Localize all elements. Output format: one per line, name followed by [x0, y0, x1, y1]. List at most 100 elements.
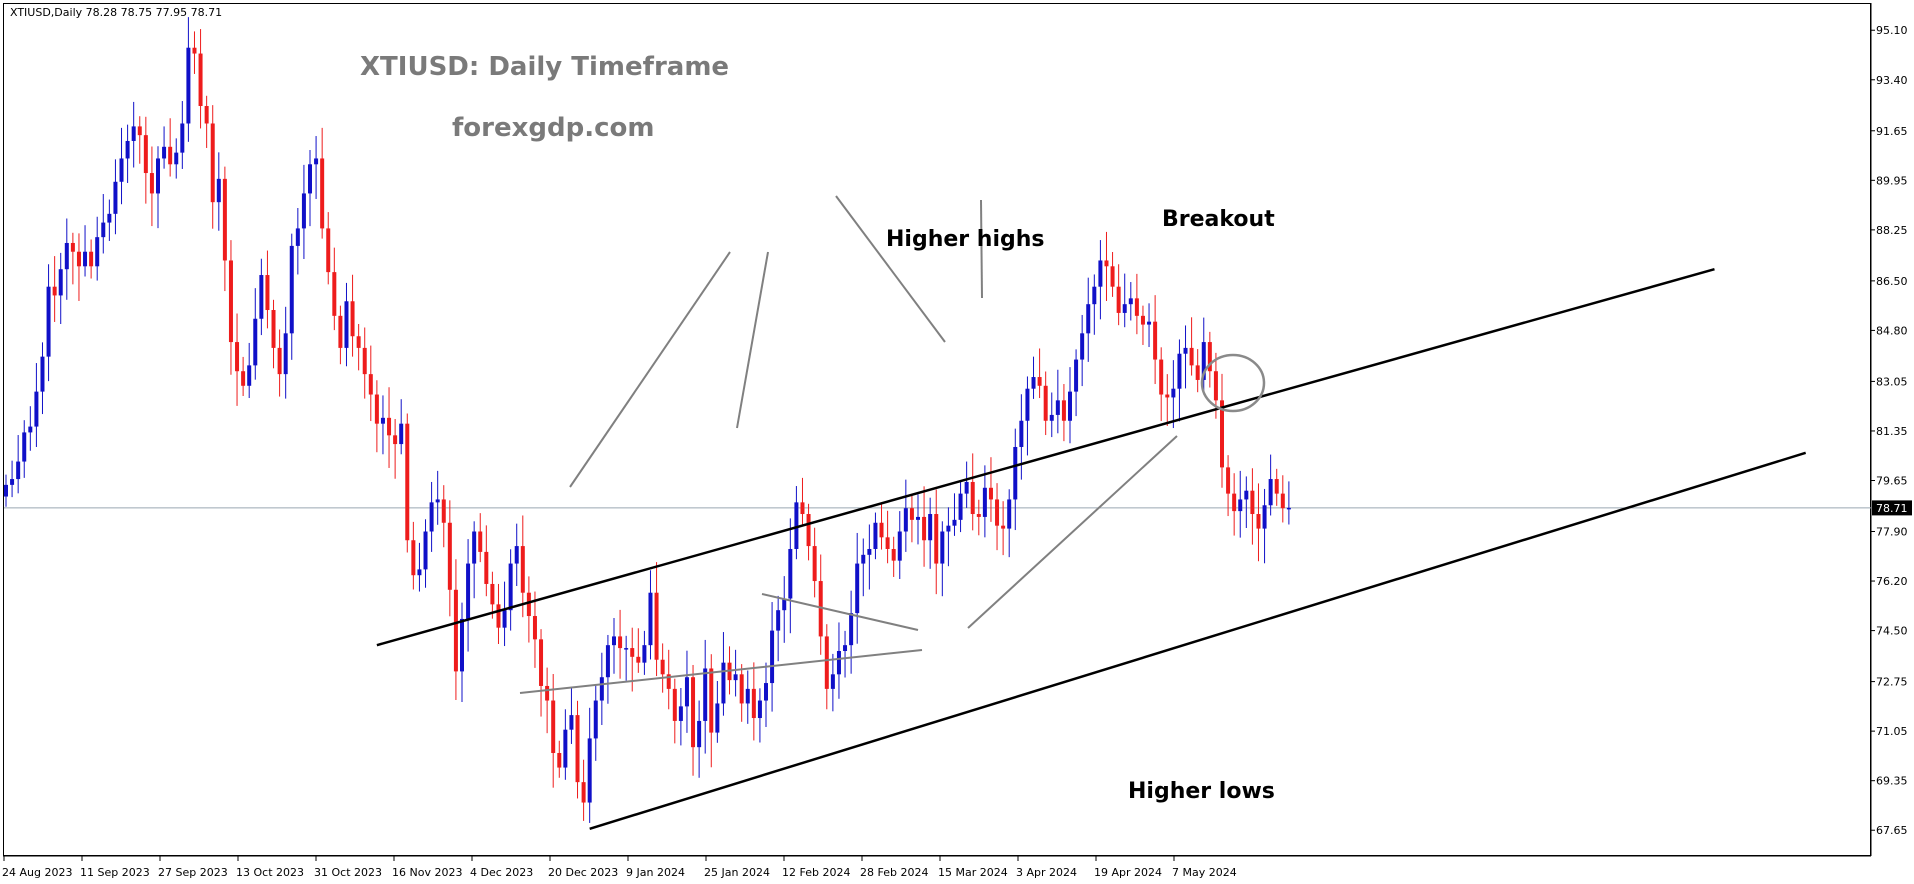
- candle: [1286, 481, 1291, 525]
- candle: [222, 166, 227, 292]
- candle: [429, 481, 434, 552]
- candle: [101, 194, 106, 254]
- candle: [587, 707, 592, 823]
- candle: [715, 681, 720, 743]
- x-tick-label: 7 May 2024: [1172, 866, 1237, 879]
- candle: [946, 507, 951, 567]
- plot-frame: [3, 3, 1871, 856]
- candle: [691, 664, 696, 776]
- candle: [301, 164, 306, 260]
- candle: [1019, 394, 1024, 480]
- y-tick-label: 71.05: [1876, 725, 1908, 738]
- candle: [642, 630, 647, 675]
- candle: [830, 653, 835, 712]
- candle: [770, 602, 775, 712]
- candle: [1165, 374, 1170, 427]
- current-price-tag: 78.71: [1872, 500, 1912, 516]
- candle: [478, 513, 483, 563]
- candle: [70, 232, 75, 285]
- candle: [344, 282, 349, 367]
- candle: [46, 264, 51, 382]
- chart-subtitle: forexgdp.com: [452, 113, 654, 143]
- candle: [1013, 428, 1018, 531]
- pointer-breakout: [980, 199, 983, 299]
- x-tick-label: 28 Feb 2024: [860, 866, 928, 879]
- candle: [204, 95, 209, 148]
- candle: [891, 536, 896, 577]
- candle: [575, 700, 580, 799]
- candle: [417, 542, 422, 592]
- pointer-higher-low-2: [761, 593, 919, 631]
- channel-lines: [376, 268, 1807, 830]
- candle: [180, 101, 185, 169]
- candle: [34, 363, 39, 447]
- candle: [192, 31, 197, 74]
- candle: [1116, 264, 1121, 326]
- candle: [739, 664, 744, 722]
- x-tick-label: 27 Sep 2023: [158, 866, 228, 879]
- candle: [703, 639, 708, 754]
- candle: [861, 538, 866, 597]
- candle: [277, 329, 282, 397]
- candle: [824, 624, 829, 710]
- candle: [1201, 317, 1206, 395]
- annotation-breakout: Breakout: [1162, 207, 1275, 232]
- candle: [818, 554, 823, 655]
- candle: [1031, 356, 1036, 399]
- y-tick-label: 88.25: [1876, 224, 1908, 237]
- x-tick-label: 9 Jan 2024: [626, 866, 685, 879]
- candle: [1177, 339, 1182, 422]
- candle: [836, 622, 841, 699]
- x-tick-label: 4 Dec 2023: [470, 866, 533, 879]
- candle: [40, 342, 45, 415]
- candle: [672, 678, 677, 744]
- candle: [52, 256, 57, 322]
- candle: [800, 477, 805, 527]
- x-tick-label: 20 Dec 2023: [548, 866, 618, 879]
- candle: [156, 146, 160, 229]
- y-tick-label: 74.50: [1876, 625, 1908, 638]
- candle: [897, 511, 902, 580]
- candle: [107, 199, 112, 241]
- x-tick-label: 3 Apr 2024: [1016, 866, 1077, 879]
- candle: [1268, 454, 1273, 516]
- candle: [551, 674, 556, 788]
- y-tick-label: 67.65: [1876, 824, 1908, 837]
- pointer-higher-low-3: [967, 435, 1178, 629]
- candle: [1159, 347, 1164, 422]
- candle: [721, 632, 726, 716]
- candle: [362, 327, 367, 399]
- candle: [520, 515, 525, 618]
- candle: [1280, 475, 1285, 523]
- candle: [1256, 483, 1261, 562]
- candle: [605, 634, 610, 704]
- candle: [143, 116, 148, 204]
- candle: [356, 323, 361, 371]
- y-tick-label: 95.10: [1876, 24, 1908, 37]
- candle: [958, 481, 963, 533]
- candle: [581, 759, 586, 821]
- candle: [326, 212, 331, 285]
- candle: [380, 395, 385, 455]
- candle: [1147, 303, 1152, 348]
- candle: [982, 465, 987, 538]
- candle: [557, 740, 562, 778]
- candle: [1171, 360, 1176, 429]
- candle: [751, 662, 756, 741]
- candle: [393, 419, 398, 479]
- candle: [447, 500, 452, 617]
- candle: [1128, 282, 1133, 321]
- candle: [496, 583, 501, 644]
- candle: [684, 650, 689, 733]
- candle: [934, 489, 939, 595]
- candle: [125, 124, 130, 183]
- candle: [228, 240, 233, 375]
- candle: [350, 274, 355, 357]
- x-tick-label: 16 Nov 2023: [392, 866, 462, 879]
- y-tick-label: 76.20: [1876, 575, 1908, 588]
- x-tick-label: 31 Oct 2023: [314, 866, 382, 879]
- candle: [988, 457, 993, 522]
- candle: [368, 345, 373, 422]
- candle: [1092, 274, 1097, 335]
